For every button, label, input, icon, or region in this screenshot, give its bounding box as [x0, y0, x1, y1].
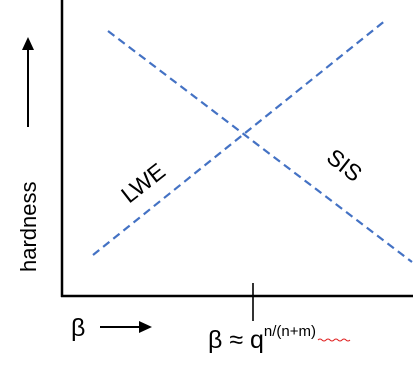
crossover-label-base: β ≈ q	[208, 326, 264, 354]
x-axis-label: β	[71, 314, 85, 342]
spellcheck-underline	[317, 338, 351, 342]
crossover-label-exponent-underlined: (n+m)	[276, 323, 316, 340]
crossover-label: β ≈ qn/(n+m)	[208, 323, 316, 354]
x-axis-arrowhead	[139, 321, 152, 333]
crossover-label-exponent: n/	[264, 323, 277, 340]
lwe-line	[92, 19, 387, 256]
y-axis-arrowhead	[22, 37, 34, 50]
sis-line	[107, 30, 413, 263]
y-axis-label: hardness	[16, 181, 41, 272]
lwe-label: LWE	[116, 158, 170, 208]
sis-label: SIS	[322, 143, 367, 186]
